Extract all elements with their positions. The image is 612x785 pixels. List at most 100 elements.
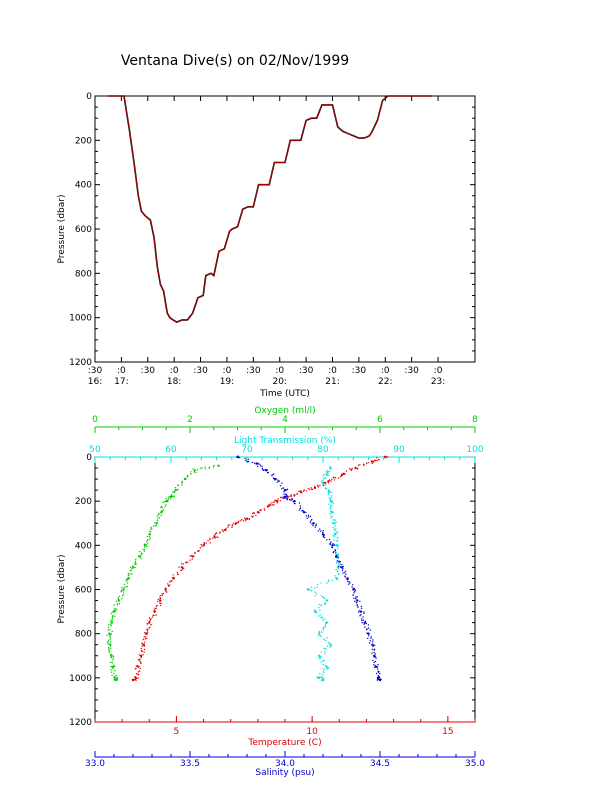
temperature-point <box>328 479 331 481</box>
salinity-point <box>314 526 316 528</box>
oxygen-point <box>113 675 115 677</box>
temperature-point <box>277 498 279 500</box>
oxygen-point <box>109 637 112 639</box>
temperature-point <box>150 624 152 626</box>
oxygen-point <box>121 598 123 600</box>
oxygen-point <box>113 664 115 666</box>
temperature-point <box>309 488 311 491</box>
oxygen-point <box>134 561 136 564</box>
temperature-point <box>305 490 308 492</box>
top-y-tick-label: 0 <box>86 92 92 102</box>
transmission-point <box>322 596 325 599</box>
transmission-point <box>334 529 336 532</box>
temperature-point <box>140 650 143 652</box>
transmission-point <box>320 616 322 619</box>
salinity-point <box>369 640 371 642</box>
transmission-point <box>323 603 326 605</box>
salinity-point <box>338 560 340 562</box>
oxygen-point <box>160 506 162 509</box>
temperature-point <box>139 660 141 663</box>
temperature-point <box>245 520 247 522</box>
oxygen-point <box>112 610 116 613</box>
transmission-axis: 50 60 70 80 90 100 <box>89 445 484 463</box>
salinity-point <box>372 639 374 641</box>
temperature-point <box>266 506 269 508</box>
salinity-point <box>337 556 339 558</box>
salinity-point <box>358 610 360 612</box>
transmission-point <box>323 668 325 670</box>
oxygen-point <box>204 466 206 468</box>
transmission-point <box>325 603 327 605</box>
oxygen-point <box>111 662 113 664</box>
transmission-point <box>334 575 336 577</box>
transmission-point <box>318 657 321 659</box>
top-x-tick-minute-label: :30 <box>299 366 314 376</box>
transmission-point <box>316 586 318 588</box>
temperature-point <box>363 464 365 466</box>
oxygen-point <box>112 615 114 617</box>
salinity-point <box>306 517 308 519</box>
transmission-point <box>322 671 325 674</box>
salinity-point <box>315 524 317 527</box>
temperature-point <box>242 520 245 522</box>
transmission-point <box>318 632 321 635</box>
top-x-tick-minute-label: :30 <box>141 366 156 376</box>
oxygen-point <box>148 533 151 536</box>
temperature-point <box>207 540 209 542</box>
top-x-tick-hour-label: 19: <box>220 377 234 387</box>
transmission-point <box>331 579 333 581</box>
oxygen-point <box>127 577 130 580</box>
transmission-point <box>320 661 322 663</box>
temperature-point <box>168 581 171 583</box>
salinity-point <box>360 607 363 609</box>
top-x-tick-hour-label: 23: <box>431 377 445 387</box>
top-y-tick-label: 200 <box>75 136 92 146</box>
salinity-point <box>312 524 314 527</box>
transmission-point <box>324 477 327 479</box>
salinity-point <box>348 583 350 585</box>
salinity-point <box>340 566 344 569</box>
salinity-point <box>356 605 358 607</box>
transmission-point <box>330 495 332 497</box>
temperature-point <box>373 459 376 461</box>
temperature-point <box>311 488 314 491</box>
oxygen-point <box>212 466 215 468</box>
temperature-point <box>153 614 155 617</box>
oxygen-point <box>140 557 142 560</box>
temperature-point <box>345 470 348 472</box>
salinity-point <box>372 645 374 648</box>
oxygen-point <box>117 599 121 602</box>
transmission-point <box>336 553 339 555</box>
oxygen-point <box>109 629 111 631</box>
transmission-point <box>335 528 337 530</box>
transmission-point <box>324 618 326 620</box>
transmission-point <box>332 535 334 537</box>
salinity-point <box>323 536 326 539</box>
oxygen-point <box>123 593 125 595</box>
salinity-point <box>342 572 344 574</box>
salinity-point <box>367 627 370 629</box>
oxygen-point <box>111 674 113 677</box>
temperature-point <box>303 489 305 491</box>
temperature-point <box>137 673 139 676</box>
oxygen-point <box>196 469 199 471</box>
temperature-point <box>164 588 167 591</box>
oxygen-point <box>121 594 124 597</box>
temperature-point <box>203 541 205 544</box>
temperature-point <box>209 539 211 541</box>
oxygen-point <box>110 619 112 622</box>
transmission-point <box>314 610 317 613</box>
oxygen-point <box>156 520 159 522</box>
temperature-axis: 5 10 15 <box>94 716 476 737</box>
oxygen-point <box>110 621 113 624</box>
oxygen-point <box>107 626 110 629</box>
temperature-point <box>276 502 279 504</box>
transmission-point <box>322 629 324 631</box>
oxygen-point <box>110 633 112 636</box>
oxygen-point <box>108 647 110 649</box>
transmission-point <box>327 667 330 669</box>
salinity-point <box>360 618 363 620</box>
temperature-point <box>225 527 227 529</box>
transmission-point <box>320 605 323 607</box>
oxygen-point <box>160 514 162 517</box>
